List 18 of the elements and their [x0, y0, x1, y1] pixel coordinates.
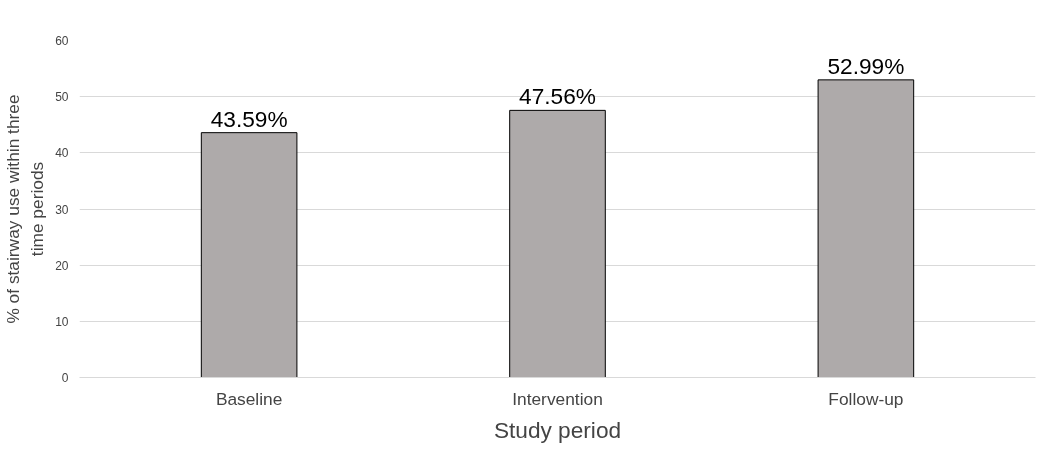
- y-tick-label: 60: [55, 34, 69, 48]
- y-tick-label: 0: [61, 371, 69, 385]
- x-axis-title: Study period: [493, 416, 622, 443]
- y-axis-title: % of stairway use within three time periods: [3, 94, 48, 324]
- bar: [200, 132, 298, 378]
- x-tick-label: Intervention: [512, 388, 603, 409]
- data-label: 52.99%: [827, 52, 905, 79]
- y-tick-label: 40: [55, 146, 69, 161]
- bar: [509, 109, 606, 378]
- bar: [817, 79, 915, 378]
- y-tick-label: 50: [55, 90, 69, 105]
- x-tick-label: Follow-up: [828, 388, 904, 409]
- y-tick-label: 20: [55, 258, 69, 273]
- y-tick-label: 10: [55, 314, 69, 329]
- x-tick-label: Baseline: [215, 388, 283, 409]
- y-tick-label: 30: [55, 202, 69, 217]
- data-label: 47.56%: [519, 83, 596, 110]
- data-label: 43.59%: [210, 105, 288, 132]
